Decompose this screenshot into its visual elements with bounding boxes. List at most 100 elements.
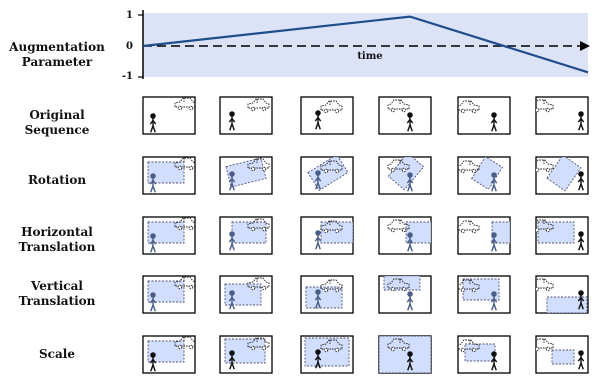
x-axis-label: time <box>357 51 382 62</box>
frame-vtrans-2 <box>219 275 273 314</box>
frame-border-original-5 <box>457 96 511 135</box>
person-icon-original-5 <box>490 112 498 132</box>
frame-scale-3 <box>300 335 354 374</box>
person-icon-scale-2 <box>228 350 236 370</box>
person-icon-htrans-2 <box>228 231 236 251</box>
frame-htrans-6 <box>535 216 589 255</box>
car-icon-vtrans-6 <box>536 278 554 292</box>
augmentation-box-htrans-6 <box>537 221 575 244</box>
person-icon-original-2 <box>228 111 236 131</box>
augmentation-box-htrans-1 <box>147 221 185 244</box>
person-icon-vtrans-6 <box>577 290 585 310</box>
car-icon-htrans-6 <box>536 219 554 233</box>
frame-original-1 <box>142 96 196 135</box>
person-icon-rotation-4 <box>406 172 414 192</box>
frame-original-2 <box>219 96 273 135</box>
frame-border-original-2 <box>219 96 273 135</box>
frame-htrans-5 <box>457 216 511 255</box>
person-icon-scale-4 <box>406 351 414 371</box>
person-icon-htrans-5 <box>490 232 498 252</box>
car-icon-htrans-5 <box>458 220 480 234</box>
person-icon-vtrans-4 <box>406 291 414 311</box>
row-label-rotation: Rotation <box>28 173 86 187</box>
augmentation-box-htrans-5 <box>491 221 510 244</box>
frame-htrans-1 <box>142 216 196 255</box>
car-icon-vtrans-1 <box>174 276 195 290</box>
frame-rotation-4 <box>378 156 432 195</box>
person-icon-vtrans-3 <box>314 289 322 309</box>
augmentation-box-htrans-4 <box>405 221 431 244</box>
y-tick-label-0: 0 <box>126 41 133 52</box>
person-icon-scale-3 <box>314 349 322 369</box>
person-icon-rotation-3 <box>314 170 322 190</box>
frame-htrans-3 <box>300 216 354 255</box>
person-icon-vtrans-1 <box>149 292 157 312</box>
frame-original-4 <box>378 96 432 135</box>
y-tick-label-1: 1 <box>126 10 133 21</box>
augmentation-box-rotation-5 <box>471 157 503 190</box>
person-icon-rotation-2 <box>228 171 236 191</box>
row-label-htrans-line1: Horizontal <box>21 225 93 239</box>
augmentation-box-scale-4 <box>379 336 431 373</box>
frame-border-original-3 <box>300 96 354 135</box>
frame-vtrans-5 <box>457 275 511 314</box>
row-label-original-line2: Sequence <box>25 123 90 137</box>
person-icon-original-6 <box>577 111 585 131</box>
frame-rotation-2 <box>219 156 273 195</box>
row-label-augmentation-line2: Parameter <box>22 55 93 69</box>
car-icon-rotation-5 <box>458 160 480 174</box>
row-label-htrans-line2: Translation <box>19 240 96 254</box>
person-icon-original-4 <box>406 112 414 132</box>
row-label-vtrans-line2: Translation <box>19 294 96 308</box>
car-icon-original-1 <box>174 97 195 111</box>
car-icon-htrans-4 <box>387 219 410 233</box>
car-icon-rotation-1 <box>174 157 195 171</box>
row-label-original-line1: Original <box>29 108 85 122</box>
car-icon-rotation-2 <box>247 158 270 172</box>
car-icon-vtrans-4 <box>387 278 410 292</box>
frame-vtrans-1 <box>142 275 196 314</box>
car-icon-rotation-4 <box>387 159 410 173</box>
augmentation-box-vtrans-3 <box>305 286 343 309</box>
person-icon-htrans-1 <box>149 233 157 253</box>
person-icon-scale-6 <box>577 350 585 370</box>
frame-rotation-6 <box>535 156 589 195</box>
frame-scale-4 <box>378 335 432 374</box>
car-icon-scale-3 <box>320 339 343 353</box>
augmentation-box-vtrans-1 <box>147 280 185 303</box>
person-icon-original-1 <box>149 113 157 133</box>
frames-grid <box>142 96 589 374</box>
series-line <box>142 15 589 74</box>
augmentation-box-scale-5 <box>464 343 496 362</box>
car-icon-original-3 <box>320 100 343 114</box>
person-icon-vtrans-5 <box>490 291 498 311</box>
person-icon-rotation-1 <box>149 173 157 193</box>
frame-htrans-4 <box>378 216 432 255</box>
augmentation-box-rotation-6 <box>546 157 582 192</box>
person-icon-original-3 <box>314 110 322 130</box>
augmentation-box-scale-6 <box>551 349 575 365</box>
frame-vtrans-3 <box>300 275 354 314</box>
frame-original-3 <box>300 96 354 135</box>
augmentation-parameter-chart: 1 0 -1 time <box>122 10 590 82</box>
augmentation-box-scale-1 <box>147 340 185 363</box>
person-icon-htrans-6 <box>577 231 585 251</box>
car-icon-vtrans-2 <box>247 277 270 291</box>
car-icon-vtrans-3 <box>320 279 343 293</box>
augmentation-box-vtrans-4 <box>383 276 421 291</box>
person-icon-htrans-3 <box>314 230 322 250</box>
frame-vtrans-4 <box>378 275 432 314</box>
person-icon-rotation-6 <box>577 171 585 191</box>
augmentation-box-htrans-2 <box>231 221 267 244</box>
frame-original-6 <box>535 96 589 135</box>
car-icon-rotation-6 <box>536 159 554 173</box>
car-icon-scale-6 <box>536 338 554 352</box>
car-icon-scale-2 <box>247 337 270 351</box>
car-icon-vtrans-5 <box>458 279 480 293</box>
frame-scale-6 <box>535 335 589 374</box>
person-icon-rotation-5 <box>490 172 498 192</box>
person-icon-scale-5 <box>490 351 498 371</box>
car-icon-original-4 <box>387 99 410 113</box>
person-icon-scale-1 <box>149 352 157 372</box>
